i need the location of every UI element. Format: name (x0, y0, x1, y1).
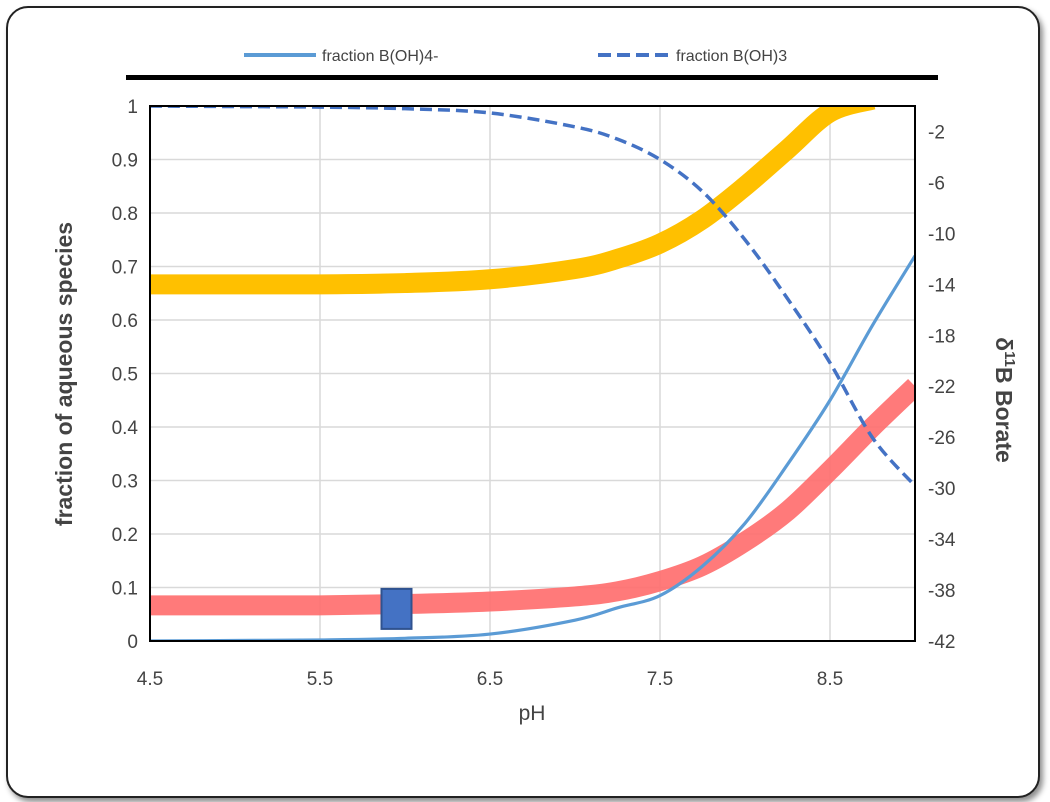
y-tick-label: 0.9 (112, 151, 138, 172)
x-tick-label: 5.5 (307, 669, 333, 690)
y-tick-label: 0 (127, 632, 138, 653)
y2-tick-label: -42 (928, 632, 955, 653)
y2-tick-label: -6 (928, 173, 945, 194)
y2-title-rest: B Borate (991, 367, 1017, 463)
red-delta-band (150, 379, 915, 616)
yellow-delta-band (150, 106, 876, 295)
legend-label-bohd3: fraction B(OH)3 (676, 48, 787, 65)
y2-tick-label: -14 (928, 275, 956, 296)
series-line-bohd4 (150, 254, 915, 641)
plot-border (149, 105, 916, 642)
y-tick-label: 0.7 (112, 258, 138, 279)
y2-tick-label: -38 (928, 581, 955, 602)
y2-axis-title: δ11B Borate (991, 337, 1018, 463)
x-tick-label: 7.5 (647, 669, 673, 690)
x-tick-label: 8.5 (817, 669, 843, 690)
x-tick-label: 4.5 (137, 669, 163, 690)
x-axis-title: pH (519, 702, 546, 725)
legend-label-bohd4: fraction B(OH)4- (322, 48, 438, 65)
y-tick-label: 0.5 (112, 365, 138, 386)
series-layer (150, 106, 915, 641)
series-line-bohd3 (150, 106, 915, 488)
y2-title-delta: δ (991, 337, 1017, 351)
y2-tick-label: -34 (928, 530, 956, 551)
y-tick-label: 0.1 (112, 579, 138, 600)
y2-tick-label: -30 (928, 479, 955, 500)
y2-title-superscript: 11 (1001, 351, 1018, 367)
y2-tick-label: -10 (928, 224, 955, 245)
x-tick-label: 6.5 (477, 669, 503, 690)
data-marker-square (380, 587, 413, 630)
y2-tick-label: -18 (928, 326, 955, 347)
y-axis-title: fraction of aqueous species (51, 222, 77, 526)
y-tick-label: 0.6 (112, 311, 138, 332)
y-tick-label: 0.4 (112, 418, 139, 439)
tick-labels: 0 0.1 0.2 0.3 0.4 0.5 0.6 0.7 0.8 0.9 1 4.5 5.5 6.5 7.… (112, 97, 956, 690)
gridlines (149, 105, 915, 642)
y-tick-label: 0.2 (112, 525, 138, 546)
y-tick-label: 0.8 (112, 204, 138, 225)
chart-frame (6, 6, 1040, 798)
y-tick-label: 1 (127, 97, 138, 118)
y-tick-label: 0.3 (112, 472, 138, 493)
legend: fraction B(OH)4- fraction B(OH)3 (244, 48, 787, 65)
y2-tick-label: -26 (928, 428, 955, 449)
y2-tick-label: -2 (928, 122, 945, 143)
plot-area (150, 106, 915, 641)
y2-tick-label: -22 (928, 377, 955, 398)
